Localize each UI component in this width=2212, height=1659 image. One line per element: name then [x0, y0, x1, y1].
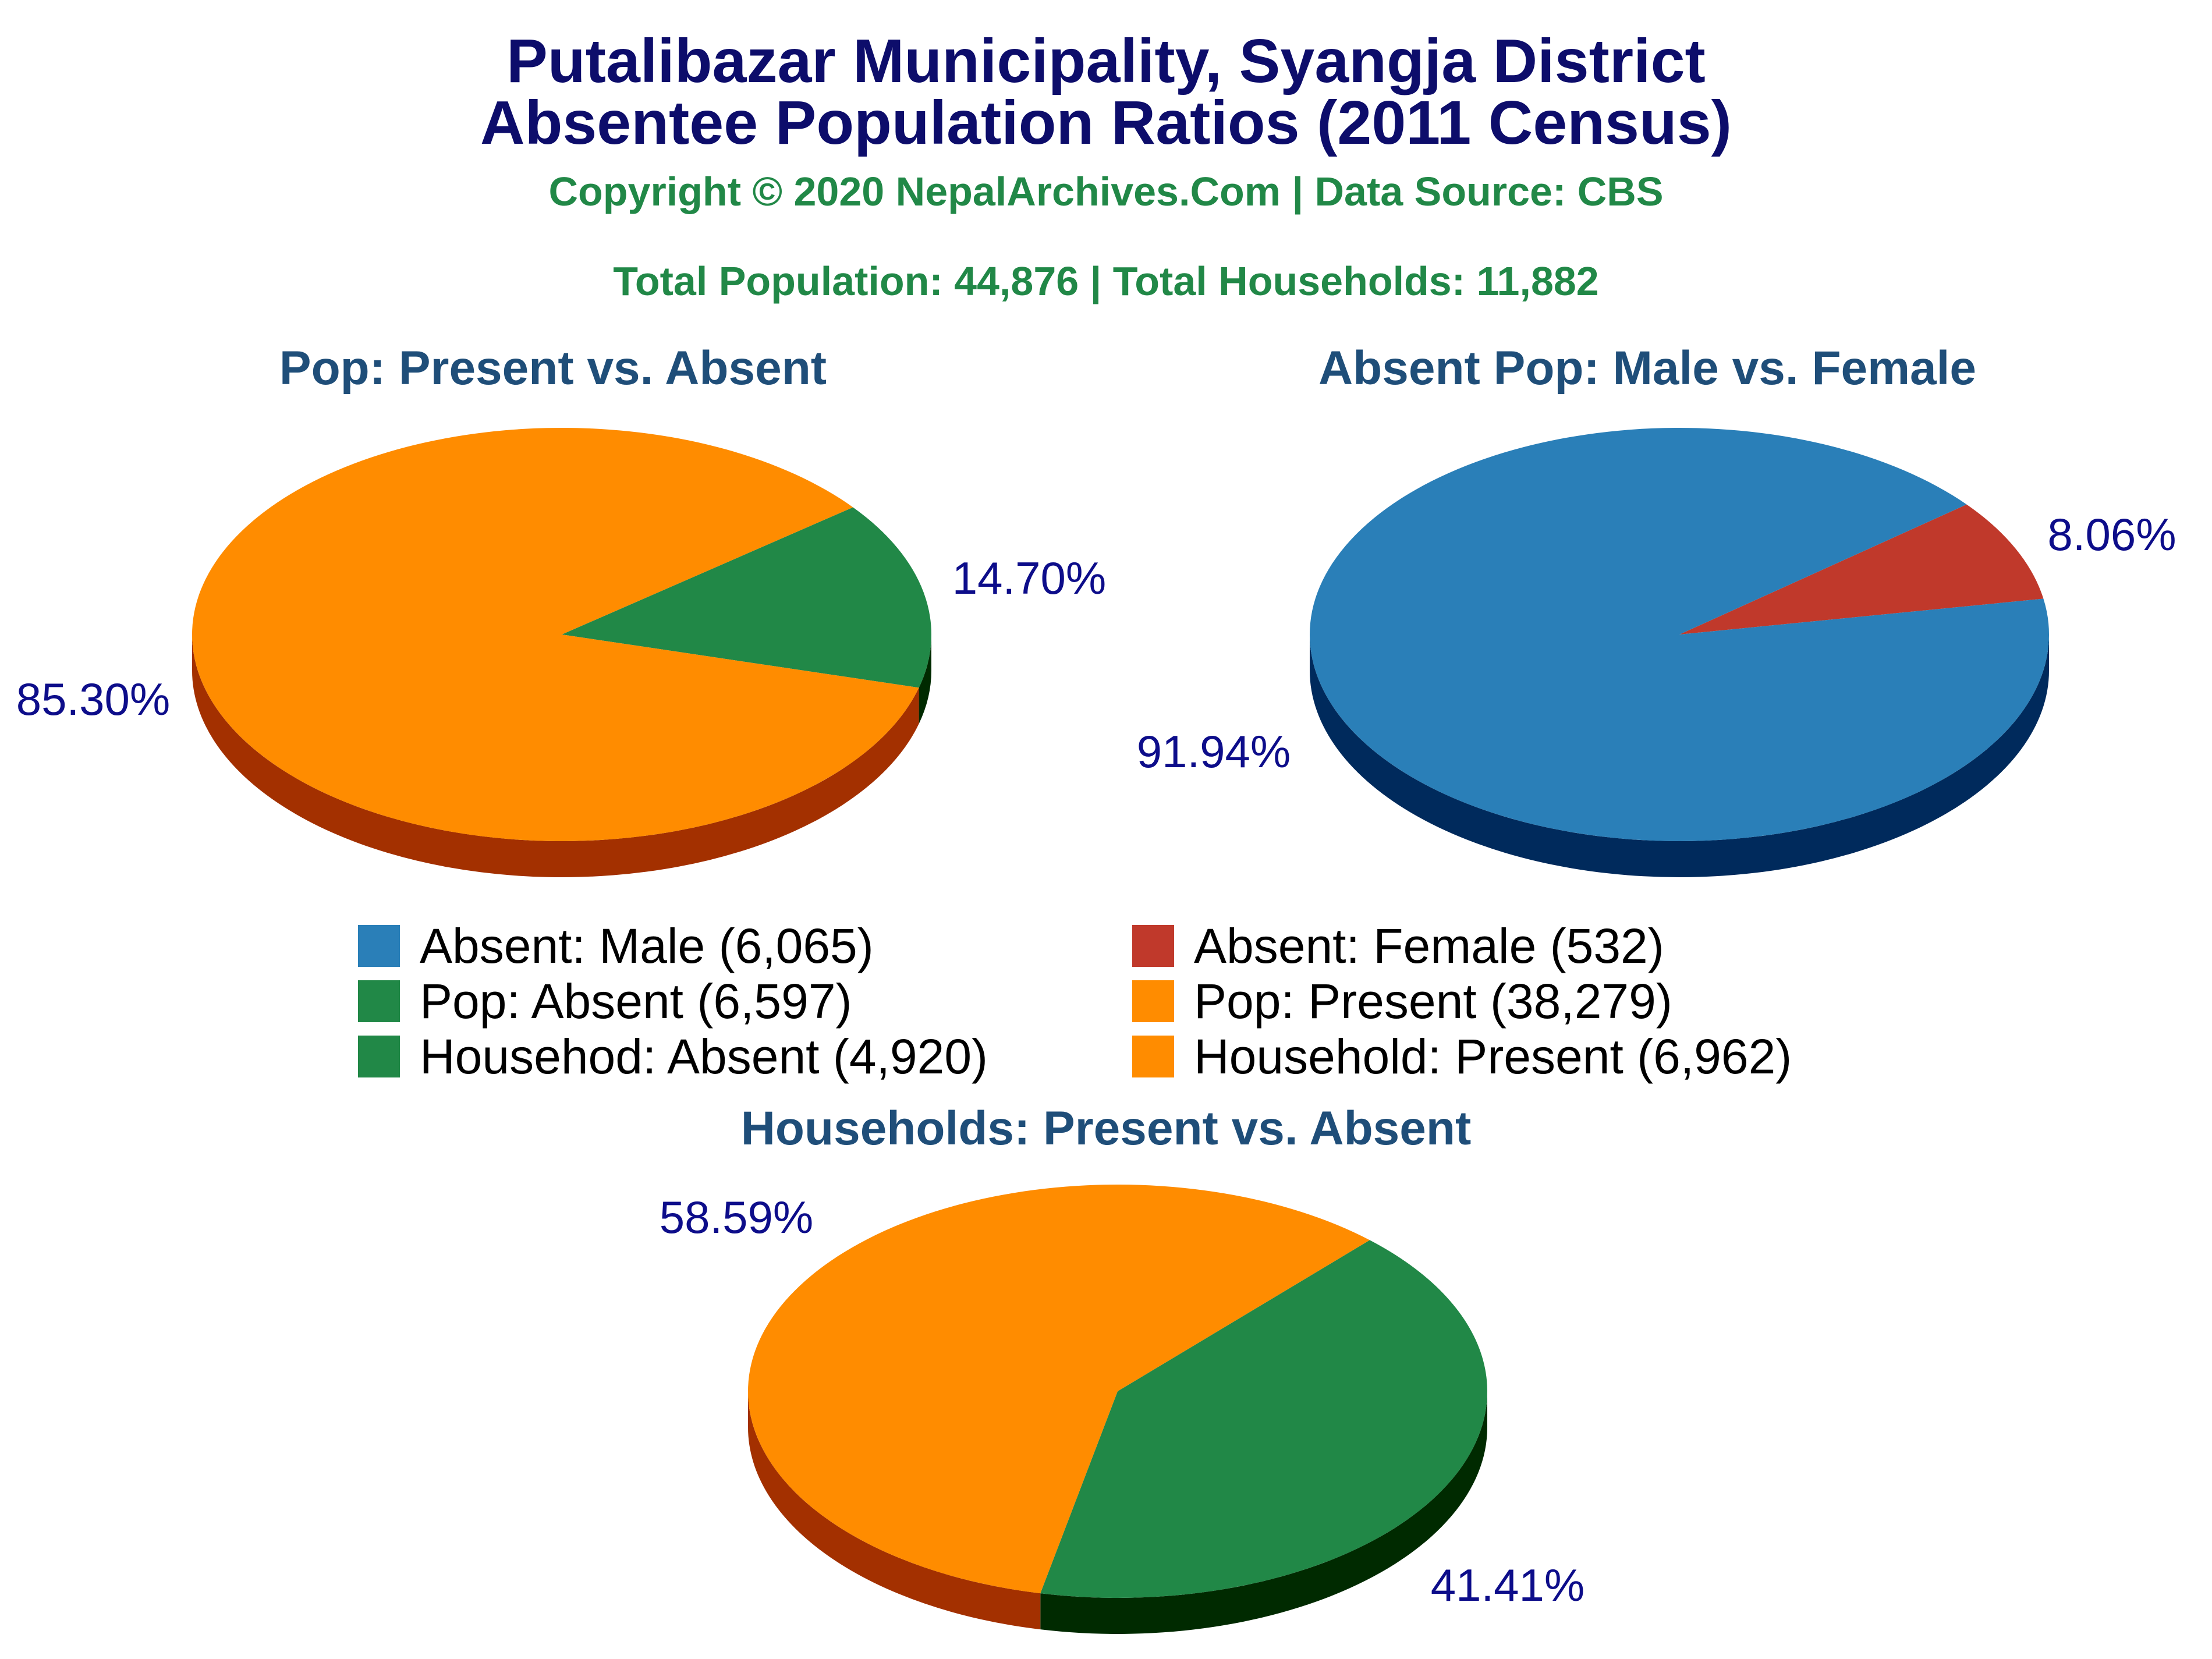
- copyright-text: Copyright © 2020 NepalArchives.Com | Dat…: [548, 169, 1664, 214]
- pie3-title: Households: Present vs. Absent: [740, 1102, 1472, 1155]
- pie1-slice-large: [192, 427, 919, 841]
- pie3-slice-large: [748, 1185, 1370, 1594]
- pie2-slice-small: [1679, 504, 2044, 634]
- pie3-slice-side: [748, 1391, 1041, 1630]
- pie1-slice-side: [192, 634, 919, 878]
- pie1-slice-side: [919, 634, 931, 724]
- pie1-percent-label: 85.30%: [16, 673, 171, 725]
- pie1-title: Pop: Present vs. Absent: [279, 342, 827, 395]
- pie3-slice-side: [1040, 1391, 1487, 1635]
- pie1-percent-label: 14.70%: [952, 552, 1107, 604]
- pie3-slice-small: [1040, 1240, 1487, 1598]
- pie2-percent-label: 8.06%: [2047, 509, 2176, 560]
- pie2-percent-label: 91.94%: [1137, 726, 1291, 777]
- pie2-slice-side: [1310, 634, 2049, 877]
- pie3-percent-label: 41.41%: [1431, 1559, 1585, 1611]
- pie3-percent-label: 58.59%: [660, 1192, 814, 1243]
- chart-title-line1: Putalibazar Municipality, Syangja Distri…: [506, 27, 1706, 95]
- pie2-slice-large: [1310, 428, 2049, 841]
- pie1-slice-small: [562, 507, 932, 688]
- chart-title-line2: Absentee Population Ratios (2011 Census): [480, 88, 1732, 157]
- totals-text: Total Population: 44,876 | Total Househo…: [613, 258, 1599, 304]
- pie2-title: Absent Pop: Male vs. Female: [1318, 342, 1977, 395]
